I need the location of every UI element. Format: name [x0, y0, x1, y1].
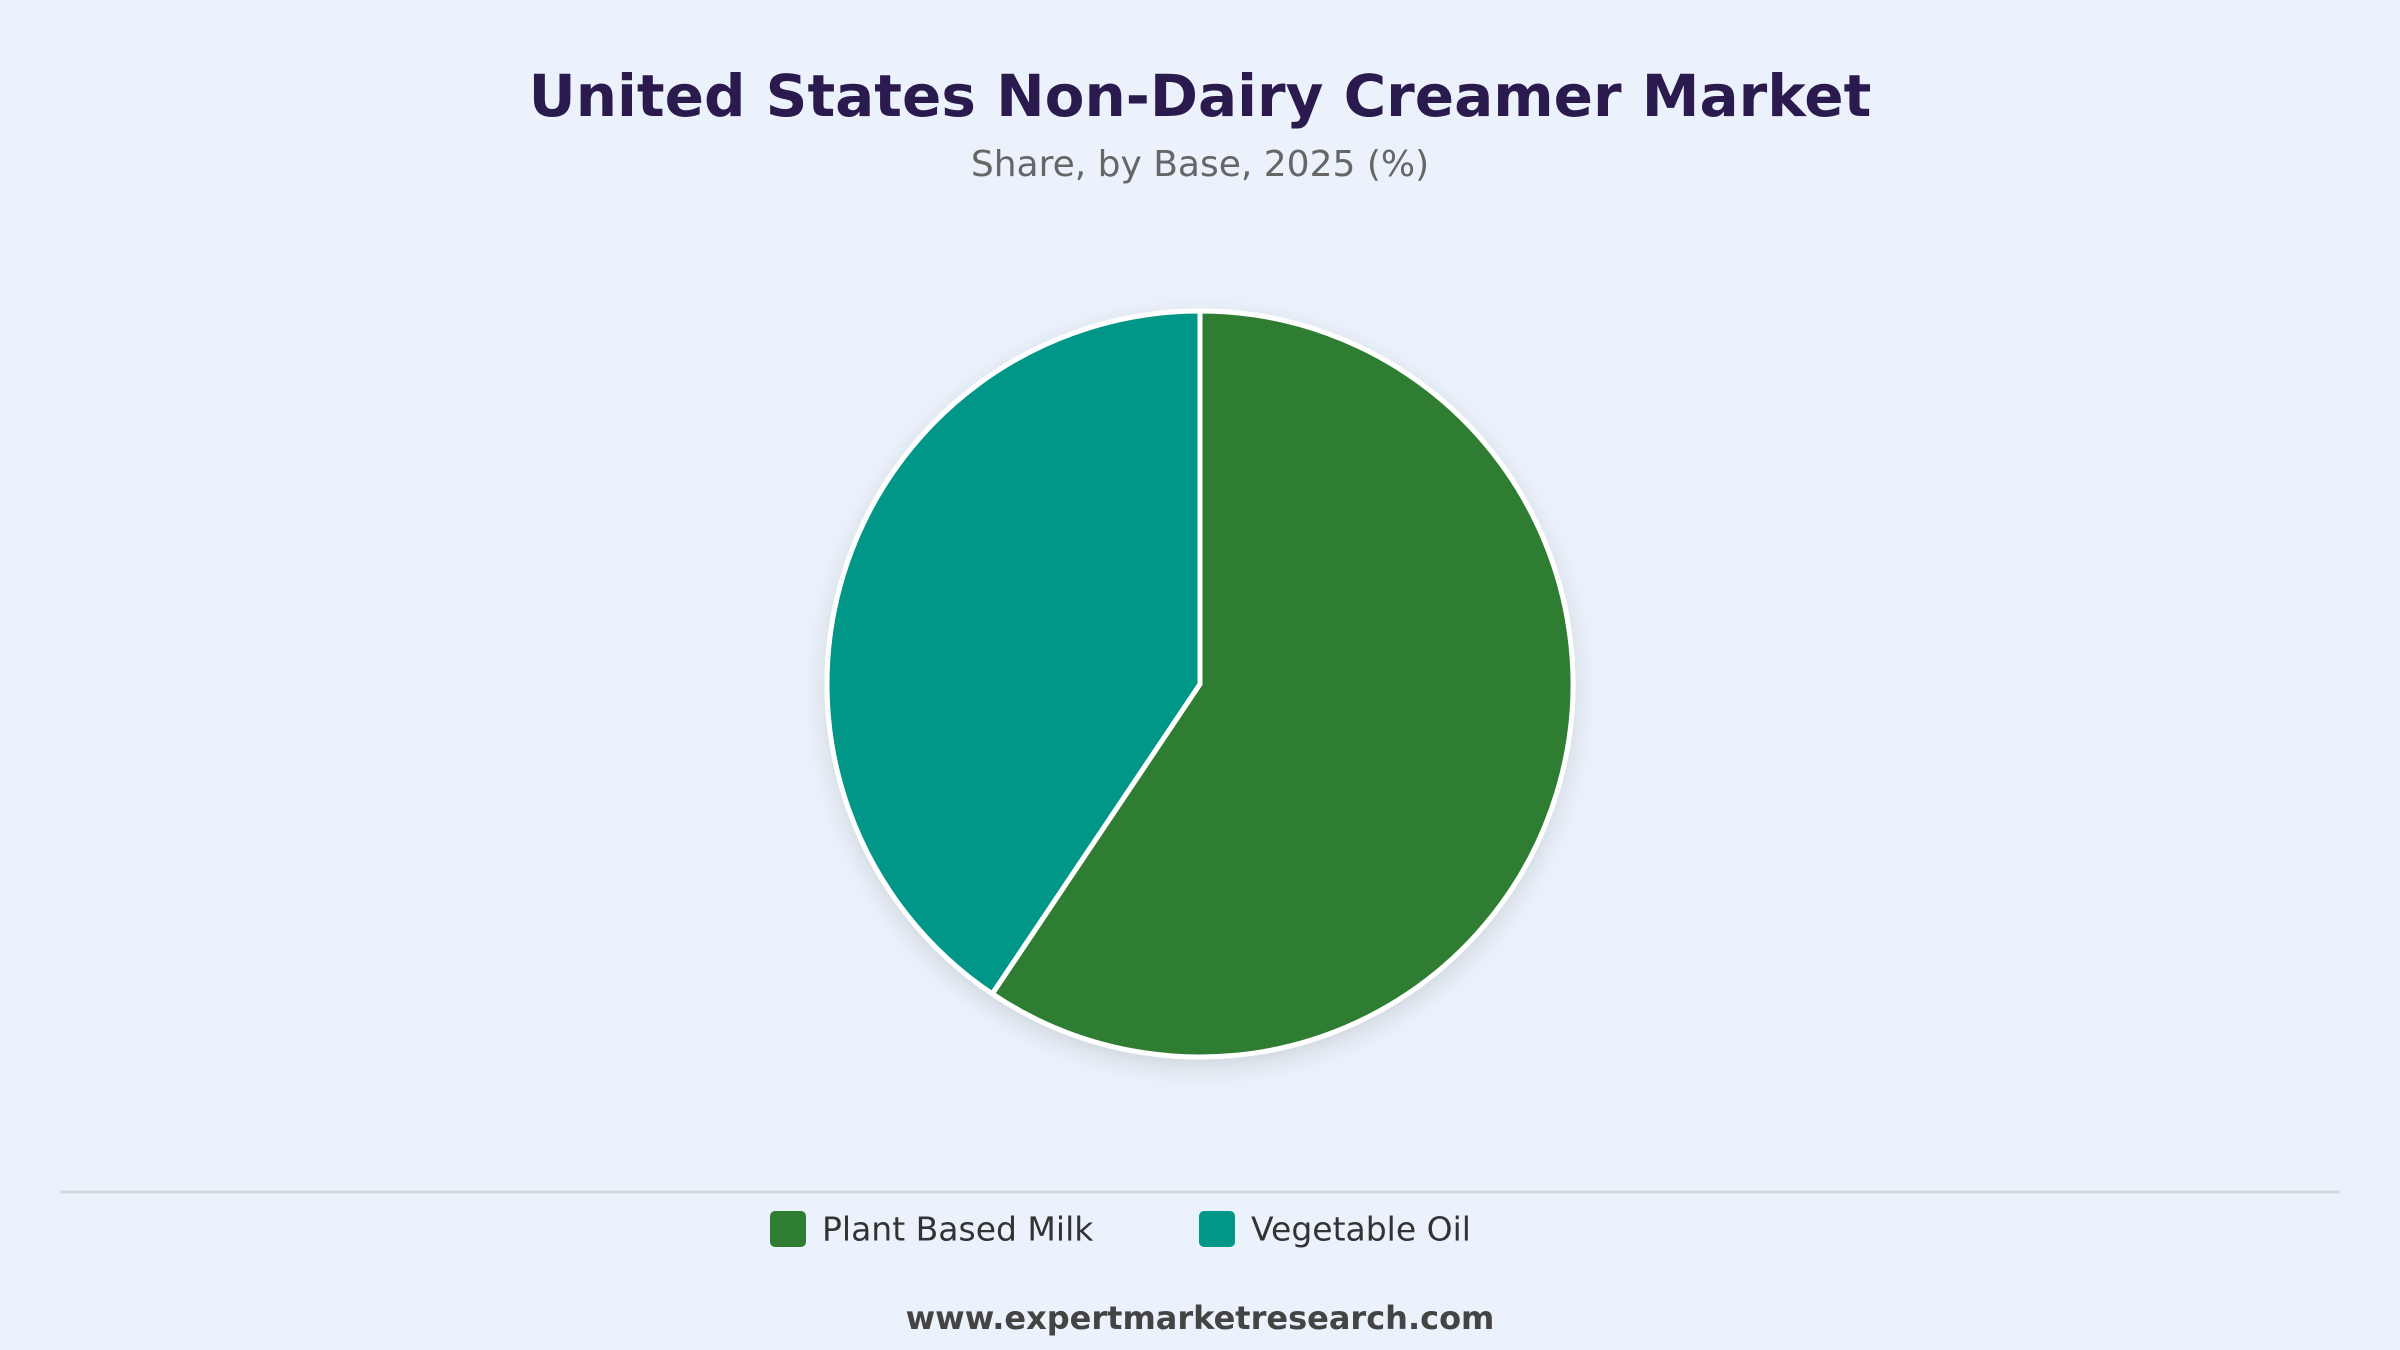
source: www.expertmarketresearch.com — [906, 1299, 1495, 1337]
pie-slice — [989, 308, 1576, 1060]
legend-swatch — [770, 1211, 806, 1247]
pie-slice — [824, 308, 1203, 997]
legend: Plant Based Milk Vegetable Oil — [770, 1210, 1471, 1249]
chart-title: United States Non-Dairy Creamer Market — [529, 62, 1872, 130]
chart-subtitle: Share, by Base, 2025 (%) — [971, 144, 1429, 185]
legend-swatch — [1199, 1211, 1235, 1247]
legend-label: Plant Based Milk — [822, 1210, 1094, 1249]
pie — [824, 308, 1576, 1060]
legend-label: Vegetable Oil — [1251, 1210, 1471, 1249]
